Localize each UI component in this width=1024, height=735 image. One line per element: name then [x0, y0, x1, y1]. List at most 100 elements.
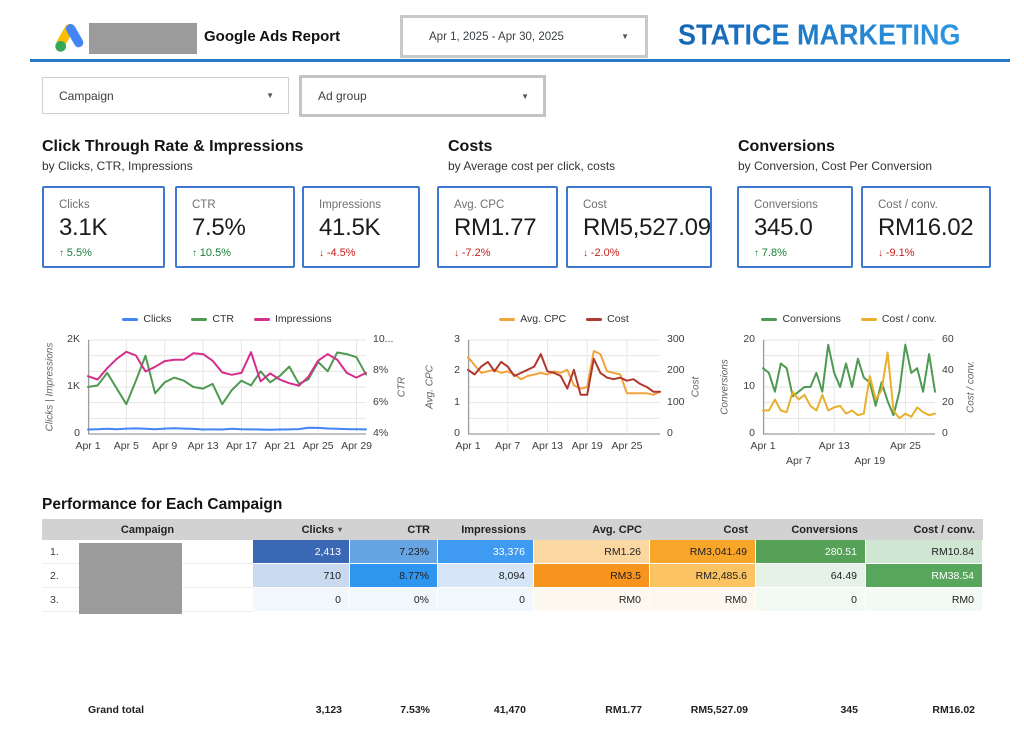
legend-label: Impressions: [274, 313, 332, 325]
sort-caret-icon: ▾: [337, 525, 342, 534]
scorecard-cost-conv-: Cost / conv. RM16.02 ↓ -9.1%: [861, 186, 991, 268]
x-axis-tick: Apr 13: [187, 440, 219, 452]
google-ads-logo-icon: [55, 24, 84, 52]
series-avg-cpc: [467, 350, 661, 396]
column-header-ctr[interactable]: CTR: [407, 523, 430, 536]
chart-avg-cpc-cost: Avg. CPC Cost 0 1 2 3 0 100 200 300 Apr 1 Apr 7 Apr …: [420, 312, 720, 477]
campaign-filter-dropdown[interactable]: Campaign ▼: [42, 77, 289, 114]
y-axis-tick-left: 2: [454, 364, 460, 377]
column-header-conversions[interactable]: Conversions: [791, 523, 858, 536]
y-axis-tick-left: 1K: [67, 380, 80, 392]
column-header-campaign[interactable]: Campaign: [120, 523, 175, 536]
scorecard-label: Clicks: [59, 199, 90, 211]
grand-total-row: Grand total 3,123 7.53% 41,470 RM1.77 RM5,527…: [42, 699, 983, 721]
legend-label: Conversions: [782, 313, 841, 325]
x-axis-tick: Apr 19: [854, 455, 886, 467]
campaign-filter-label: Campaign: [59, 88, 114, 103]
y-axis-tick-left: 10: [743, 380, 755, 392]
series-ctr: [87, 351, 367, 406]
metric-cell: 0: [756, 588, 866, 612]
y-axis-tick-right: 0: [667, 427, 673, 439]
grand-total-value: 41,470: [493, 704, 526, 716]
arrow-up-icon: ↑: [754, 248, 762, 259]
grand-total-value: 7.53%: [400, 704, 430, 716]
chart-legend: Clicks CTR Impressions: [58, 312, 396, 326]
section-title: Costs: [448, 138, 493, 155]
metric-cell: RM3,041.49: [650, 540, 756, 564]
x-axis-tick: Apr 1: [75, 440, 101, 452]
metric-cell: RM0: [866, 588, 983, 612]
legend-swatch: [499, 317, 516, 321]
row-number: 2.: [42, 564, 78, 588]
ad-group-filter-dropdown[interactable]: Ad group ▼: [299, 75, 546, 117]
column-header-impressions[interactable]: Impressions: [461, 523, 526, 536]
scorecard-delta: ↓ -9.1%: [878, 247, 915, 259]
chart-plot-area: [467, 339, 661, 435]
brand-logo: STATICE MARKETING: [678, 19, 961, 51]
grand-total-value: RM16.02: [932, 704, 975, 716]
metric-cell: 280.51: [756, 540, 866, 564]
grand-total-value: RM1.77: [605, 704, 642, 716]
metric-cell: 0%: [350, 588, 438, 612]
chevron-down-icon: ▼: [621, 32, 629, 41]
x-axis-tick: Apr 9: [152, 440, 178, 452]
column-header-clicks[interactable]: Clicks ▾: [301, 523, 342, 536]
column-header-cost-conv-[interactable]: Cost / conv.: [913, 523, 975, 536]
scorecard-clicks: Clicks 3.1K ↑ 5.5%: [42, 186, 165, 268]
x-axis-tick: Apr 19: [571, 440, 603, 452]
metric-cell: 0: [438, 588, 534, 612]
metric-cell: 710: [253, 564, 350, 588]
column-header-avg-cpc[interactable]: Avg. CPC: [592, 523, 642, 536]
metric-cell: RM2,485.6: [650, 564, 756, 588]
performance-table: Campaign Clicks ▾ CTR Impressions Avg. CPC Cos…: [42, 519, 983, 612]
section-title: Conversions: [738, 138, 835, 155]
metric-cell: 64.49: [756, 564, 866, 588]
x-axis-tick: Apr 1: [455, 440, 481, 452]
x-axis-tick: Apr 25: [889, 440, 921, 452]
y-axis-tick-right: 300: [667, 333, 685, 345]
legend-item: Conversions: [761, 313, 841, 325]
date-range-picker[interactable]: Apr 1, 2025 - Apr 30, 2025 ▼: [400, 15, 648, 58]
y-axis-tick-right: 20: [942, 395, 954, 408]
legend-swatch: [253, 317, 270, 321]
redacted-campaign-names: [79, 543, 182, 614]
y-axis-title-left: Clicks | Impressions: [44, 342, 56, 432]
legend-label: CTR: [212, 313, 234, 325]
table-row: 1. 2,413 7.23% 33,376 RM1.26 RM3,041.49 280.51…: [42, 540, 983, 564]
metric-cell: 33,376: [438, 540, 534, 564]
x-axis-tick: Apr 7: [495, 440, 521, 452]
chevron-down-icon: ▼: [266, 91, 274, 100]
date-range-value: Apr 1, 2025 - Apr 30, 2025: [429, 30, 564, 43]
x-axis-tick: Apr 13: [532, 440, 563, 452]
x-axis-tick: Apr 25: [302, 440, 334, 452]
y-axis-tick-right: 100: [667, 395, 685, 408]
chart-plot-area: [87, 339, 367, 435]
scorecard-label: Avg. CPC: [454, 199, 505, 211]
section-title: Click Through Rate & Impressions: [42, 138, 304, 155]
section-subtitle: by Conversion, Cost Per Conversion: [738, 159, 933, 173]
metric-cell: 2,413: [253, 540, 350, 564]
scorecard-impressions: Impressions 41.5K ↓ -4.5%: [302, 186, 420, 268]
scorecard-conversions: Conversions 345.0 ↑ 7.8%: [737, 186, 853, 268]
y-axis-title-right: CTR: [396, 376, 408, 398]
scorecard-value: RM5,527.09: [583, 214, 711, 241]
y-axis-title-left: Conversions: [719, 359, 731, 415]
y-axis-tick-right: 4%: [373, 427, 389, 439]
x-axis-tick: Apr 5: [113, 440, 139, 452]
legend-item: Clicks: [122, 313, 171, 325]
y-axis-tick-left: 3: [454, 333, 460, 345]
column-header-cost[interactable]: Cost: [723, 523, 748, 536]
grand-total-label: Grand total: [88, 704, 145, 716]
chart-conversions-cost-per-conv: Conversions Cost / conv. 0 10 20 0 20 40 60 Apr 1…: [712, 312, 1017, 477]
y-axis-tick-left: 0: [454, 427, 460, 439]
y-axis-tick-left: 1: [454, 395, 460, 408]
scorecard-value: 41.5K: [319, 214, 381, 241]
metric-cell: RM0: [650, 588, 756, 612]
ad-group-filter-label: Ad group: [318, 89, 367, 103]
y-axis-tick-right: 200: [667, 364, 685, 377]
table-title: Performance for Each Campaign: [42, 496, 283, 513]
section-ctr-impressions: Click Through Rate & Impressions by Clic…: [42, 138, 402, 173]
legend-swatch: [191, 317, 208, 321]
chart-legend: Conversions Cost / conv.: [733, 312, 965, 326]
scorecard-label: Cost: [583, 199, 607, 211]
